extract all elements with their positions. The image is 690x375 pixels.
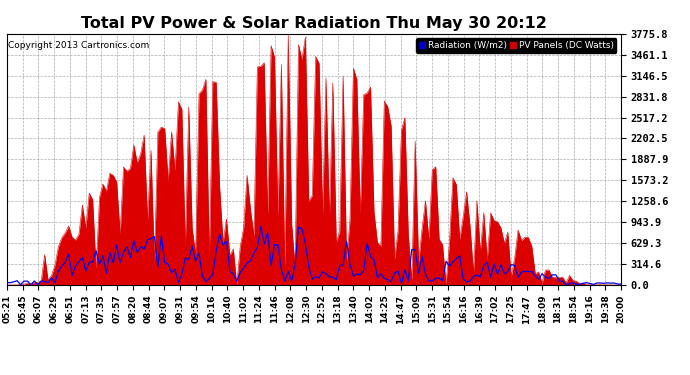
Title: Total PV Power & Solar Radiation Thu May 30 20:12: Total PV Power & Solar Radiation Thu May… [81,16,547,31]
Text: Copyright 2013 Cartronics.com: Copyright 2013 Cartronics.com [8,41,149,50]
Legend: Radiation (W/m2), PV Panels (DC Watts): Radiation (W/m2), PV Panels (DC Watts) [416,38,616,53]
